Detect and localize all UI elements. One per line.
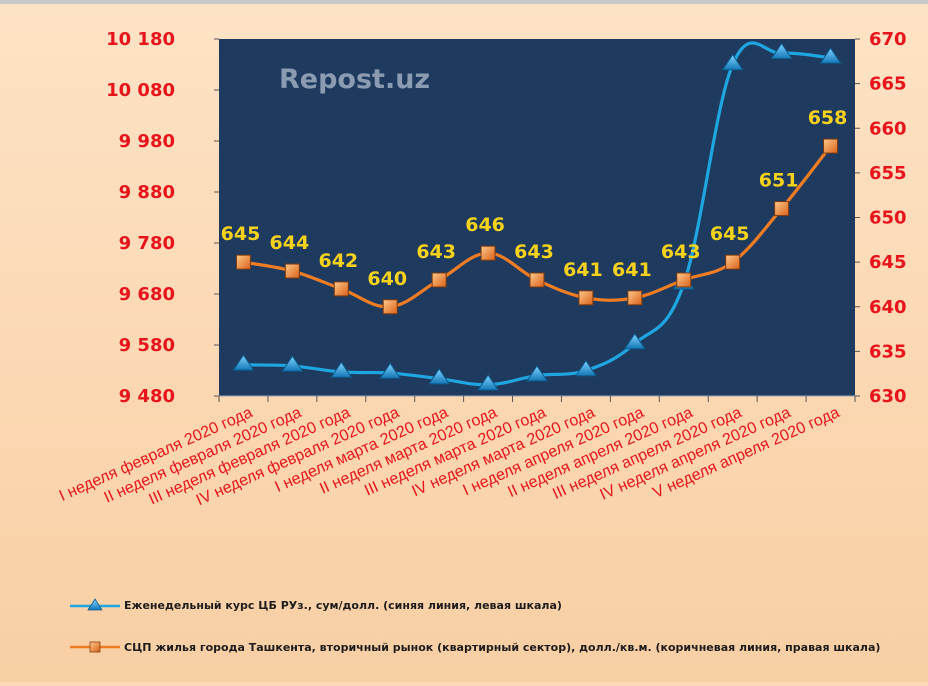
price-point bbox=[382, 299, 398, 315]
price-data-label: 645 bbox=[221, 223, 261, 245]
rate-point bbox=[574, 359, 597, 377]
rate-point bbox=[770, 42, 793, 60]
price-point bbox=[529, 272, 545, 288]
left-axis-tick-label: 10 080 bbox=[106, 80, 175, 101]
watermark: Repost.uz bbox=[279, 64, 430, 95]
price-data-label: 643 bbox=[416, 241, 456, 263]
left-axis-tick-label: 9 980 bbox=[119, 131, 175, 152]
price-data-label: 641 bbox=[563, 259, 603, 281]
rate-point bbox=[232, 354, 255, 371]
price-data-label: 641 bbox=[612, 259, 652, 281]
legend-label-price: СЦП жилья города Ташкента, вторичный рын… bbox=[124, 641, 881, 654]
rate-point bbox=[526, 364, 548, 382]
left-axis-tick-label: 9 480 bbox=[119, 386, 175, 407]
right-axis-tick-label: 665 bbox=[869, 74, 907, 95]
right-axis-tick-label: 650 bbox=[869, 208, 907, 229]
price-point bbox=[431, 272, 447, 288]
price-data-label: 651 bbox=[759, 170, 799, 192]
right-axis-tick-label: 630 bbox=[869, 386, 907, 407]
rate-point bbox=[819, 47, 842, 64]
price-data-label: 658 bbox=[808, 107, 848, 129]
price-data-label: 642 bbox=[318, 250, 358, 272]
rate-point bbox=[428, 368, 451, 385]
rate-point bbox=[721, 53, 744, 71]
right-axis-tick-label: 635 bbox=[869, 341, 907, 362]
left-axis-tick-label: 9 880 bbox=[119, 182, 175, 203]
price-point bbox=[333, 281, 349, 297]
price-point bbox=[480, 245, 496, 261]
rate-point bbox=[379, 362, 402, 379]
plot-area bbox=[219, 39, 855, 396]
price-point bbox=[774, 201, 790, 217]
rate-point bbox=[330, 361, 353, 378]
right-axis-tick-label: 645 bbox=[869, 252, 907, 273]
price-point bbox=[284, 263, 300, 279]
rate-point bbox=[623, 332, 646, 350]
price-point bbox=[676, 272, 692, 288]
price-data-label: 643 bbox=[514, 241, 554, 263]
price-data-label: 646 bbox=[465, 214, 505, 236]
chart: 9 480 9 580 9 680 9 780 9 880 9 980 10 080 10 1… bbox=[57, 29, 907, 509]
left-axis-tick-label: 9 580 bbox=[119, 335, 175, 356]
price-point bbox=[823, 138, 839, 154]
legend-swatch-rate bbox=[70, 598, 120, 611]
price-point bbox=[627, 290, 643, 306]
left-axis-tick-label: 10 180 bbox=[106, 29, 175, 50]
price-data-label: 643 bbox=[661, 241, 701, 263]
rate-point bbox=[477, 374, 500, 391]
price-point bbox=[235, 254, 251, 270]
right-axis-tick-label: 670 bbox=[869, 29, 907, 50]
right-axis-tick-label: 655 bbox=[869, 163, 907, 184]
price-point bbox=[578, 290, 594, 306]
legend-swatch-price bbox=[70, 641, 120, 653]
price-point bbox=[725, 254, 741, 270]
left-axis-tick-label: 9 680 bbox=[119, 284, 175, 305]
price-data-label: 640 bbox=[367, 268, 407, 290]
price-data-label: 644 bbox=[270, 232, 310, 254]
right-axis-tick-label: 640 bbox=[869, 297, 907, 318]
right-axis-tick-label: 660 bbox=[869, 118, 907, 139]
price-data-label: 645 bbox=[710, 223, 750, 245]
rate-point bbox=[281, 355, 304, 372]
legend-label-rate: Еженедельный курс ЦБ РУз., сум/долл. (си… bbox=[124, 599, 562, 612]
left-axis-tick-label: 9 780 bbox=[119, 233, 175, 254]
